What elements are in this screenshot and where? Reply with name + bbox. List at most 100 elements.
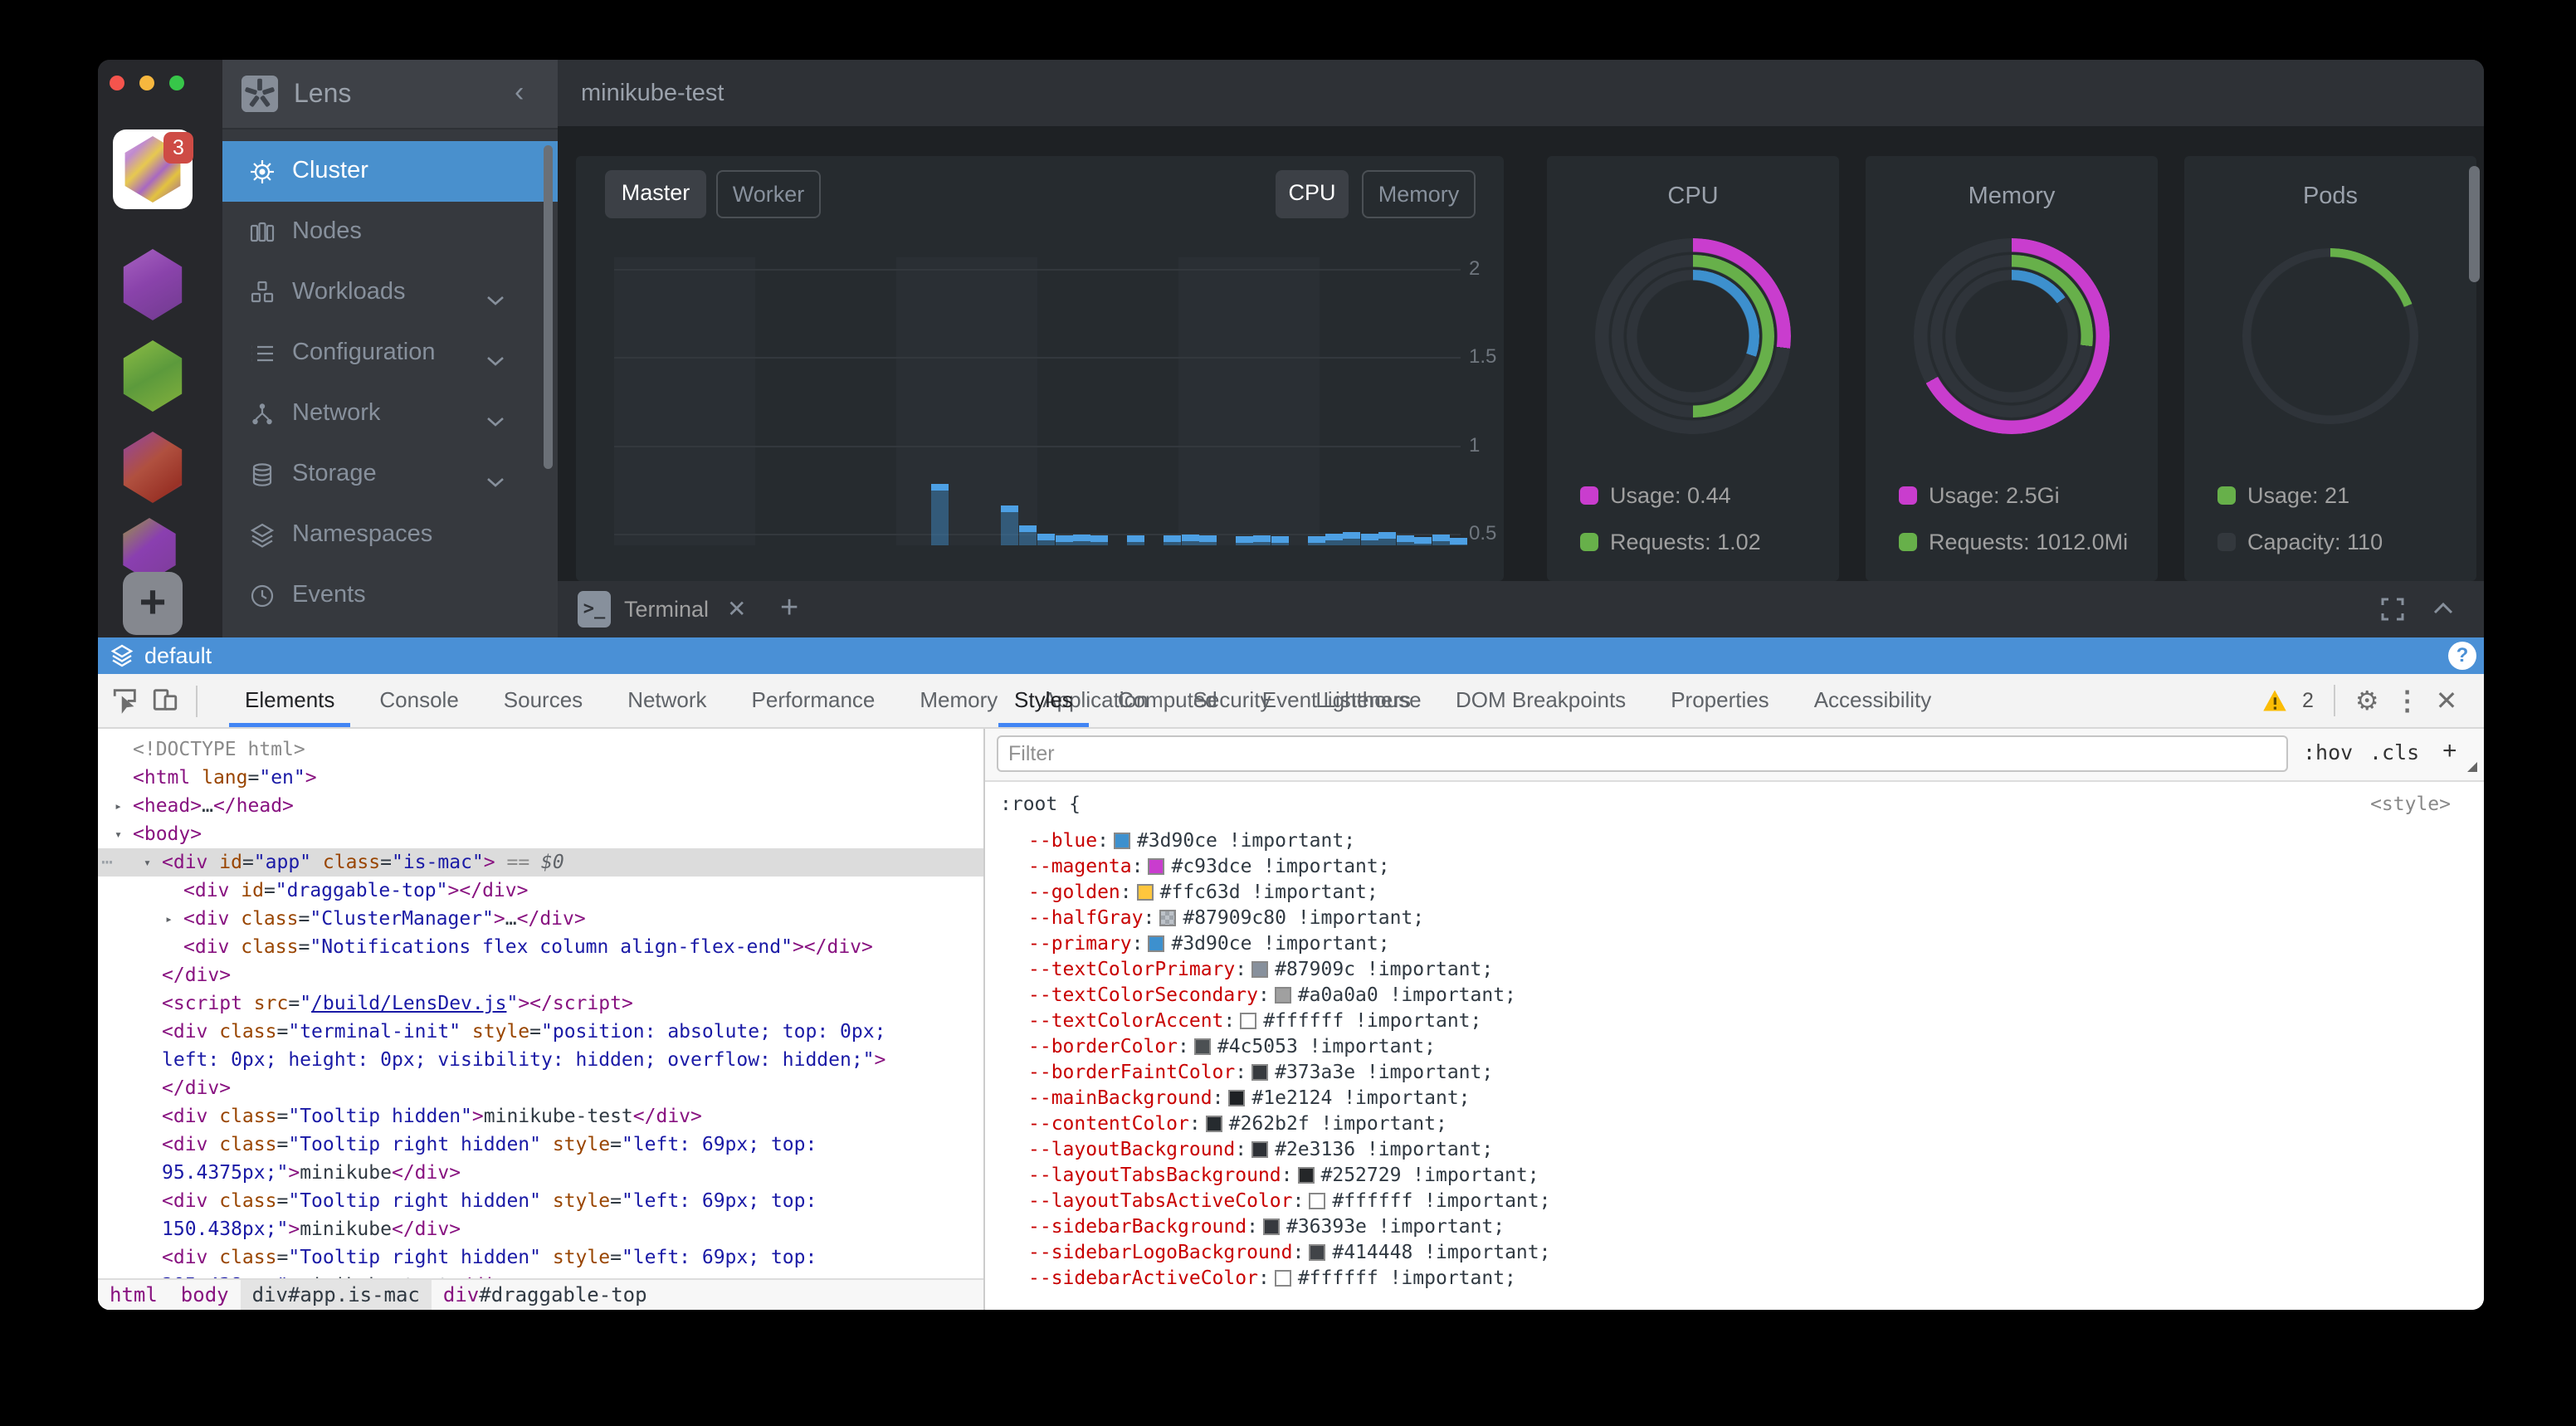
cluster-icon-3[interactable] [123, 340, 183, 412]
css-property-value[interactable]: #3d90ce !important; [1136, 830, 1356, 852]
css-property-value[interactable]: #2e3136 !important; [1275, 1139, 1494, 1160]
color-swatch[interactable] [1228, 1090, 1246, 1106]
css-property-row[interactable]: --textColorPrimary: #87909c !important; [1028, 959, 1494, 980]
css-property-name[interactable]: --primary [1028, 933, 1132, 955]
cluster-icon-2[interactable] [123, 249, 183, 320]
css-selector[interactable]: :root { [1000, 794, 1081, 815]
tree-row[interactable]: left: 0px; height: 0px; visibility: hidd… [98, 1046, 983, 1074]
color-swatch[interactable] [1274, 1270, 1291, 1287]
color-swatch[interactable] [1262, 1218, 1280, 1235]
css-property-value[interactable]: #ffffff !important; [1297, 1267, 1516, 1289]
sidebar-item-configuration[interactable]: Configuration [222, 323, 558, 383]
row-actions-icon[interactable]: ⋯ [101, 852, 113, 873]
css-property-name[interactable]: --mainBackground [1028, 1087, 1212, 1109]
tab-sources[interactable]: Sources [503, 687, 583, 712]
css-property-name[interactable]: --halfGray [1028, 907, 1144, 929]
css-property-value[interactable]: #262b2f !important; [1228, 1113, 1447, 1135]
toggle-hover-state-button[interactable]: :hov [2303, 740, 2354, 764]
css-property-name[interactable]: --contentColor [1028, 1113, 1189, 1135]
close-devtools-icon[interactable]: ✕ [2435, 686, 2458, 715]
tab-memory[interactable]: Memory [920, 687, 998, 712]
traffic-light-minimize[interactable] [139, 76, 154, 90]
css-property-name[interactable]: --textColorPrimary [1028, 959, 1236, 980]
sidebar-scrollbar[interactable] [544, 145, 553, 469]
tree-row[interactable]: <div class="terminal-init" style="positi… [98, 1018, 983, 1046]
color-swatch[interactable] [1193, 1038, 1211, 1055]
tree-row[interactable]: <div id="draggable-top"></div> [98, 877, 983, 905]
css-property-name[interactable]: --blue [1028, 830, 1098, 852]
breadcrumb-item[interactable]: body [169, 1280, 241, 1310]
styles-filter-input[interactable] [997, 735, 2288, 772]
tree-row[interactable]: </div> [98, 1074, 983, 1102]
css-property-name[interactable]: --sidebarBackground [1028, 1216, 1247, 1238]
expand-arrow-closed-icon[interactable]: ▸ [115, 798, 123, 813]
css-property-row[interactable]: --golden: #ffc63d !important; [1028, 881, 1378, 903]
css-property-name[interactable]: --layoutBackground [1028, 1139, 1236, 1160]
panel-tab-accessibility[interactable]: Accessibility [1813, 687, 1932, 712]
toggle-class-button[interactable]: .cls [2369, 740, 2420, 764]
tab-network[interactable]: Network [627, 687, 707, 712]
tree-row[interactable]: <div class="Tooltip right hidden" style=… [98, 1187, 983, 1215]
css-property-name[interactable]: --textColorSecondary [1028, 984, 1258, 1006]
tree-row[interactable]: <div class="Notifications flex column al… [98, 933, 983, 961]
color-swatch[interactable] [1240, 1013, 1257, 1029]
sidebar-item-network[interactable]: Network [222, 383, 558, 444]
css-property-row[interactable]: --sidebarLogoBackground: #414448 !importa… [1028, 1242, 1551, 1263]
color-swatch[interactable] [1205, 1116, 1222, 1132]
tab-lighthouse[interactable]: Lighthouse [1315, 687, 1422, 712]
tree-row[interactable]: ▸ <head>…</head> [98, 792, 983, 820]
traffic-light-close[interactable] [110, 76, 124, 90]
metric-tab-memory[interactable]: Memory [1362, 170, 1476, 218]
tree-row[interactable]: </div> [98, 961, 983, 989]
css-property-name[interactable]: --textColorAccent [1028, 1010, 1224, 1032]
css-property-row[interactable]: --textColorAccent: #ffffff !important; [1028, 1010, 1482, 1032]
source-link[interactable]: /build/LensDev.js [311, 993, 507, 1014]
color-swatch[interactable] [1251, 1064, 1269, 1081]
css-property-value[interactable]: #ffffff !important; [1263, 1010, 1482, 1032]
expand-arrow-closed-icon[interactable]: ▸ [165, 911, 173, 926]
main-scrollbar[interactable] [2469, 166, 2480, 282]
terminal-add-icon[interactable]: + [780, 590, 799, 625]
css-property-row[interactable]: --magenta: #c93dce !important; [1028, 856, 1390, 877]
fullscreen-icon[interactable] [2379, 596, 2406, 623]
css-property-row[interactable]: --mainBackground: #1e2124 !important; [1028, 1087, 1471, 1109]
style-source-link[interactable]: <style> [2370, 794, 2451, 815]
tree-row[interactable]: 150.438px;">minikube</div> [98, 1215, 983, 1243]
sidebar-item-namespaces[interactable]: Namespaces [222, 505, 558, 565]
inspect-element-icon[interactable] [111, 686, 139, 714]
css-property-value[interactable]: #a0a0a0 !important; [1297, 984, 1516, 1006]
sidebar-item-events[interactable]: Events [222, 565, 558, 626]
breadcrumb-item[interactable]: html [98, 1280, 169, 1310]
tree-row[interactable]: <div class="Tooltip right hidden" style=… [98, 1131, 983, 1159]
tab-console[interactable]: Console [379, 687, 459, 712]
css-property-row[interactable]: --sidebarActiveColor: #ffffff !important; [1028, 1267, 1516, 1289]
css-property-value[interactable]: #373a3e !important; [1275, 1062, 1494, 1083]
css-property-name[interactable]: --sidebarLogoBackground [1028, 1242, 1293, 1263]
warning-icon[interactable] [2262, 689, 2287, 712]
tab-elements[interactable]: Elements [222, 674, 357, 727]
css-property-value[interactable]: #414448 !important; [1332, 1242, 1551, 1263]
color-swatch[interactable] [1309, 1244, 1326, 1261]
traffic-light-zoom[interactable] [169, 76, 184, 90]
terminal-close-icon[interactable]: ✕ [727, 596, 747, 622]
expand-arrow-open-icon[interactable]: ▾ [144, 855, 152, 870]
tab-security[interactable]: Security [1193, 687, 1271, 712]
more-options-icon[interactable]: ⋮ [2393, 686, 2421, 715]
css-property-row[interactable]: --layoutTabsActiveColor: #ffffff !importa… [1028, 1190, 1551, 1212]
css-property-value[interactable]: #c93dce !important; [1171, 856, 1390, 877]
color-swatch[interactable] [1274, 987, 1291, 1004]
css-property-value[interactable]: #36393e !important; [1286, 1216, 1505, 1238]
color-swatch[interactable] [1309, 1193, 1326, 1209]
color-swatch[interactable] [1297, 1167, 1315, 1184]
css-property-name[interactable]: --borderFaintColor [1028, 1062, 1236, 1083]
color-swatch[interactable] [1251, 1141, 1269, 1158]
color-swatch[interactable] [1159, 910, 1177, 926]
panel-tab-styles[interactable]: Styles [992, 674, 1095, 727]
sidebar-item-workloads[interactable]: Workloads [222, 262, 558, 323]
tab-performance[interactable]: Performance [751, 687, 876, 712]
help-button[interactable]: ? [2448, 642, 2476, 670]
namespace-label[interactable]: default [144, 643, 212, 668]
color-swatch[interactable] [1148, 858, 1165, 875]
cluster-icon-5[interactable] [123, 518, 176, 581]
css-property-row[interactable]: --layoutBackground: #2e3136 !important; [1028, 1139, 1494, 1160]
